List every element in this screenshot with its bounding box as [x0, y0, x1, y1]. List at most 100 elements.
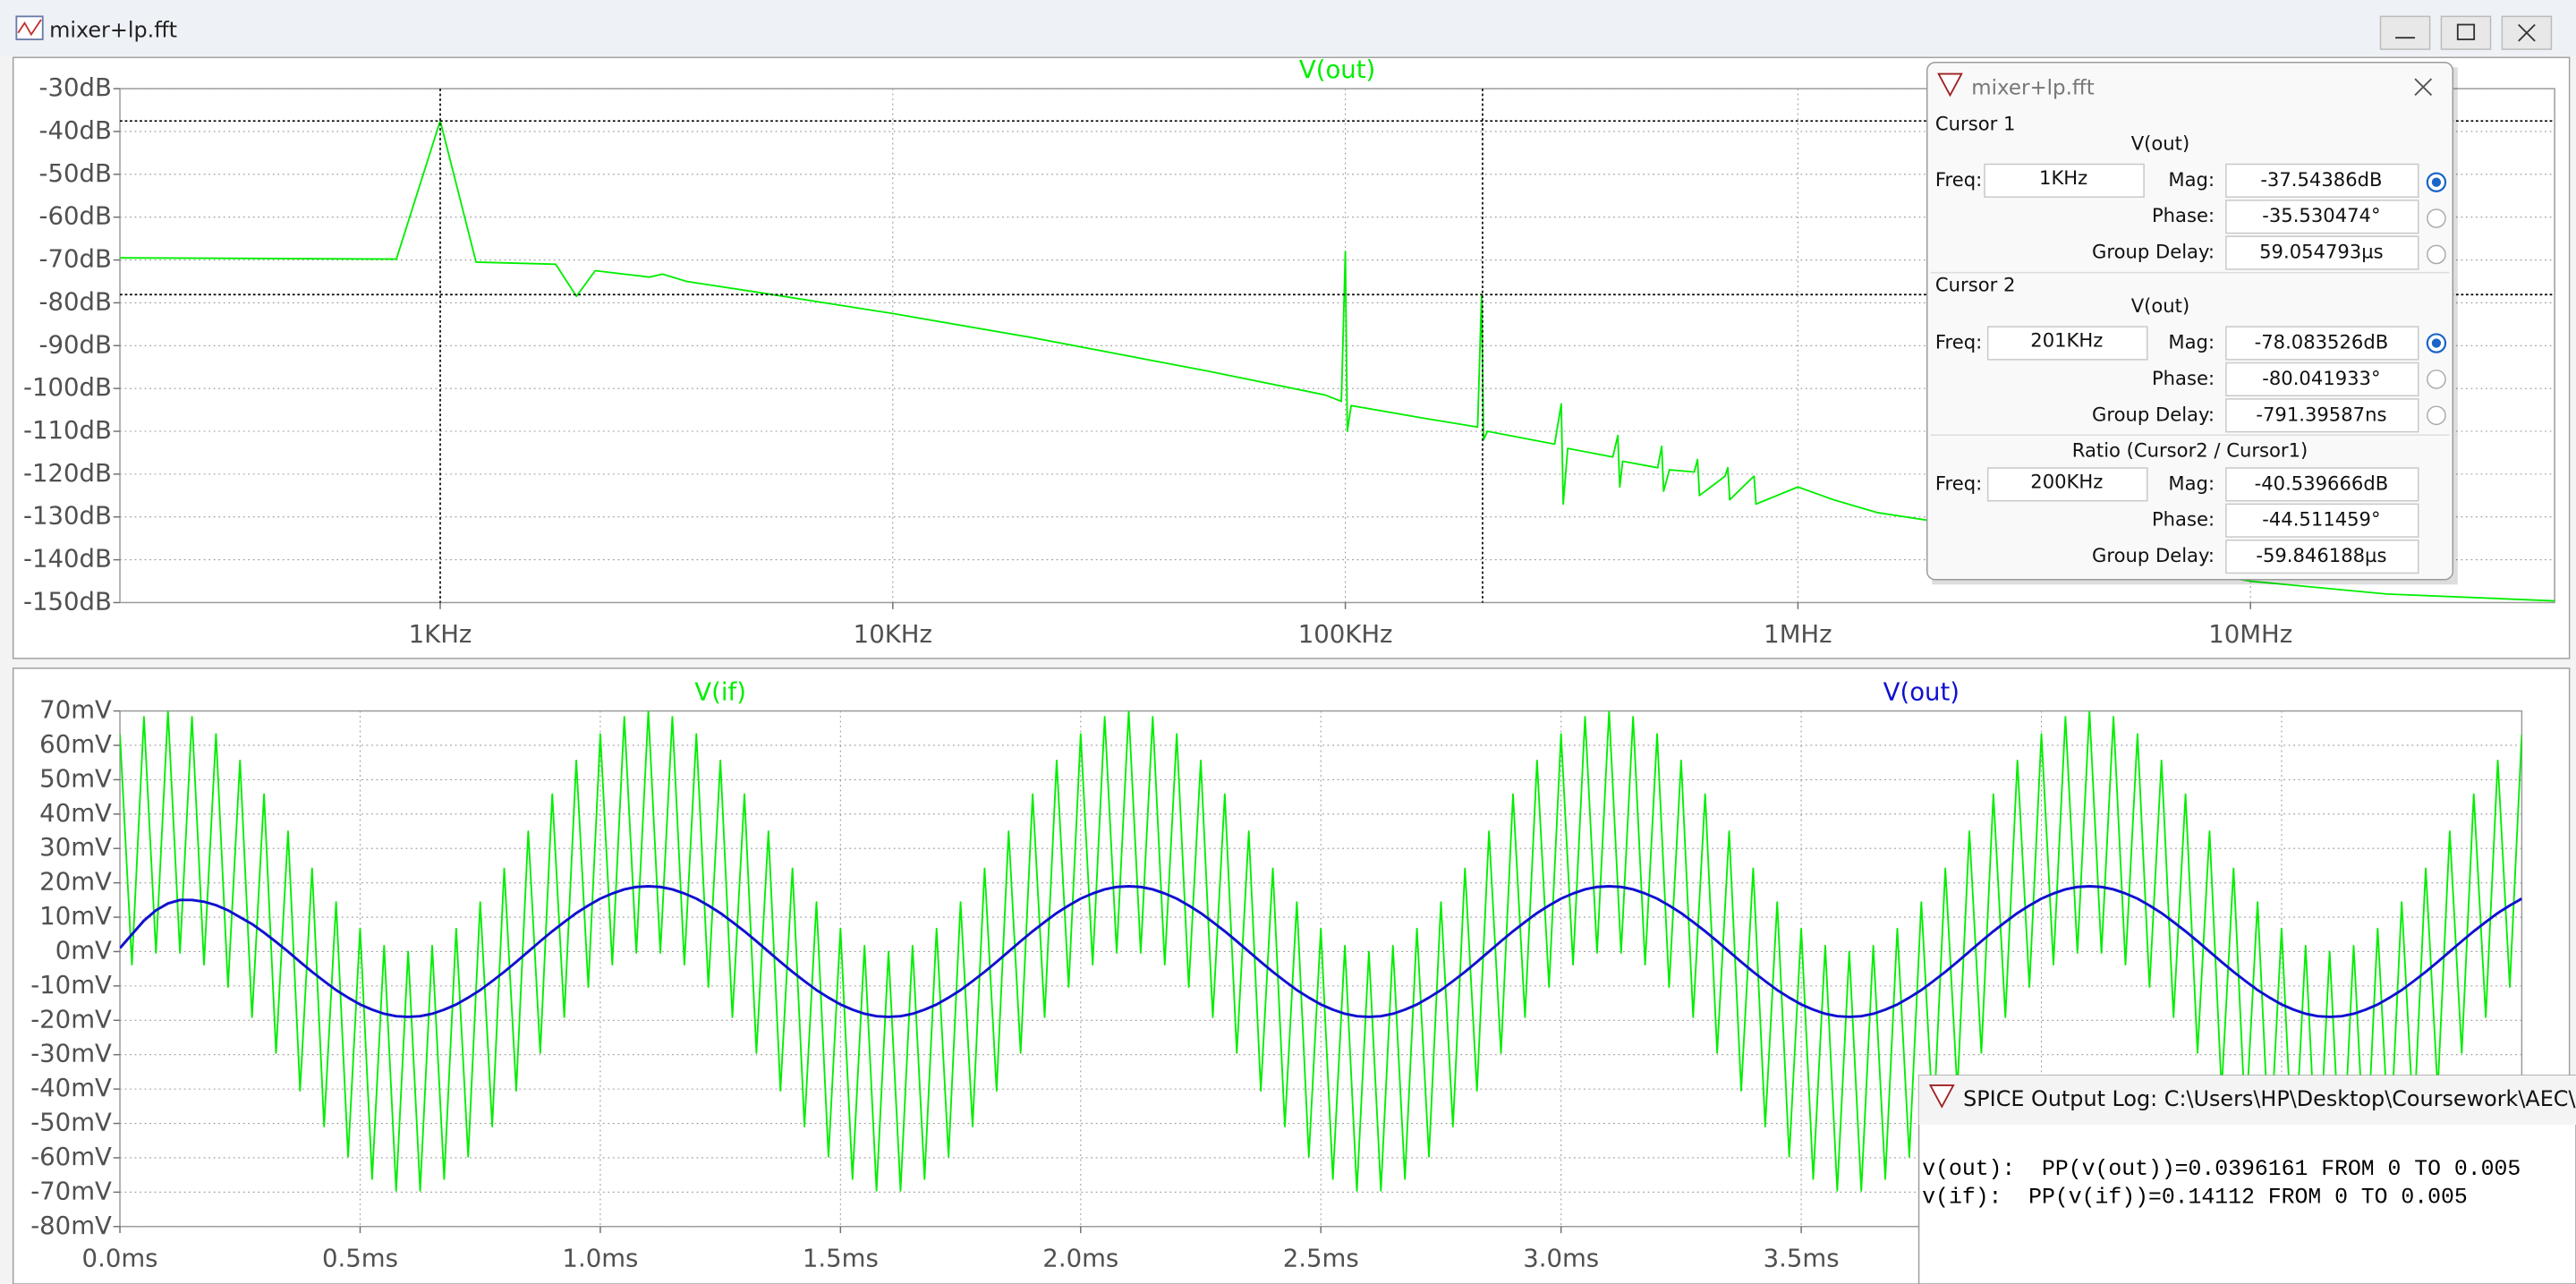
log-line: v(out): PP(v(out))=0.0396161 FROM 0 TO 0… [1922, 1157, 2521, 1182]
y-tick-label: -40mV [30, 1074, 112, 1102]
value-box [2225, 200, 2419, 234]
field-label: Freq: [1935, 472, 1982, 494]
field-label: Group Delay: [2092, 241, 2215, 263]
field-label: Phase: [2152, 367, 2215, 389]
log-title: SPICE Output Log: C:\Users\HP\Desktop\Co… [1963, 1086, 2576, 1111]
x-tick-label: 0.5ms [322, 1244, 398, 1272]
title-bar [0, 0, 2576, 56]
y-tick-label: -100dB [23, 373, 112, 402]
window-title: mixer+lp.fft [49, 17, 177, 42]
y-tick-label: 60mV [39, 730, 112, 759]
y-tick-label: -80dB [39, 287, 112, 316]
freq-value: 200KHz [2030, 471, 2103, 493]
x-tick-label: 1.5ms [803, 1244, 879, 1272]
trace [120, 120, 2555, 602]
legend-entry: V(if) [694, 677, 746, 706]
app-icon [15, 15, 44, 40]
phase-value: -35.530474° [2262, 204, 2380, 226]
y-tick-label: -150dB [23, 587, 112, 616]
value-box [2225, 467, 2419, 502]
trace-name: V(out) [2131, 132, 2189, 154]
delay-value: -791.39587ns [2256, 403, 2386, 425]
y-tick-label: 30mV [39, 833, 112, 862]
y-tick-label: -90dB [39, 330, 112, 359]
x-tick-label: 100KHz [1298, 620, 1393, 649]
x-tick-label: 2.0ms [1042, 1244, 1118, 1272]
x-tick-label: 0.0ms [82, 1244, 158, 1272]
value-box [2225, 398, 2419, 433]
mag-value: -78.083526dB [2255, 331, 2389, 353]
field-label: Freq: [1935, 168, 1982, 191]
x-tick-label: 1KHz [409, 620, 472, 649]
trace [120, 710, 2522, 1192]
y-tick-label: 20mV [39, 868, 112, 897]
value-box [2225, 163, 2419, 198]
dialog-frame [1926, 61, 2454, 581]
section-label: Cursor 1 [1935, 112, 2015, 134]
y-tick-label: -50mV [30, 1109, 112, 1137]
delay-value: -59.846188µs [2256, 544, 2386, 566]
maximize-button[interactable] [2440, 15, 2492, 50]
close-button[interactable] [2501, 15, 2553, 50]
y-tick-label: -30dB [39, 73, 112, 102]
log-title-bar [1918, 1075, 2576, 1126]
y-tick-label: 10mV [39, 902, 112, 931]
y-tick-label: -60mV [30, 1143, 112, 1171]
legend-entry: V(out) [1299, 55, 1375, 84]
phase-value: -44.511459° [2262, 508, 2380, 531]
freq-box[interactable] [1986, 326, 2148, 361]
value-box [2225, 326, 2419, 361]
dialog-close[interactable] [2414, 78, 2433, 97]
value-box [2225, 361, 2419, 396]
x-tick-label: 2.5ms [1283, 1244, 1359, 1272]
field-label: Group Delay: [2092, 544, 2215, 566]
y-tick-label: -30mV [30, 1040, 112, 1068]
x-tick-label: 1MHz [1764, 620, 1832, 649]
y-tick-label: -110dB [23, 416, 112, 445]
x-tick-label: 3.0ms [1523, 1244, 1599, 1272]
field-label: Group Delay: [2092, 403, 2215, 425]
radio[interactable] [2427, 244, 2446, 265]
value-box [2225, 503, 2419, 538]
log-icon [1928, 1084, 1955, 1109]
field-label: Mag: [2168, 331, 2215, 353]
legend-entry: V(out) [1883, 677, 1960, 706]
field-label: Phase: [2152, 508, 2215, 531]
dialog-title: mixer+lp.fft [1971, 77, 2094, 100]
field-label: Freq: [1935, 331, 1982, 353]
mag-value: -37.54386dB [2260, 168, 2382, 191]
minimize-button[interactable] [2379, 15, 2431, 50]
y-tick-label: -60dB [39, 202, 112, 231]
radio[interactable] [2427, 405, 2446, 426]
freq-value: 201KHz [2030, 329, 2103, 352]
freq-box[interactable] [1984, 163, 2145, 198]
section-label: Ratio (Cursor2 / Cursor1) [2072, 439, 2308, 462]
y-tick-label: -80mV [30, 1212, 112, 1240]
section-label: Cursor 2 [1935, 273, 2015, 295]
phase-value: -80.041933° [2262, 367, 2380, 389]
mag-value: -40.539666dB [2255, 472, 2389, 494]
y-tick-label: -10mV [30, 971, 112, 999]
radio[interactable] [2427, 208, 2446, 228]
trace [120, 885, 2522, 1018]
radio-dot [2431, 177, 2442, 187]
y-tick-label: 0mV [55, 936, 112, 965]
delay-value: 59.054793µs [2259, 241, 2384, 263]
value-box [2225, 235, 2419, 270]
x-tick-label: 3.5ms [1764, 1244, 1840, 1272]
field-label: Mag: [2168, 472, 2215, 494]
radio[interactable] [2427, 370, 2446, 389]
field-label: Phase: [2152, 204, 2215, 226]
trace-name: V(out) [2131, 294, 2189, 317]
freq-value: 1KHz [2039, 166, 2087, 189]
y-tick-label: -120dB [23, 459, 112, 488]
dialog-icon [1937, 72, 1963, 98]
y-tick-label: -70dB [39, 245, 112, 274]
x-tick-label: 1.0ms [562, 1244, 638, 1272]
y-tick-label: -130dB [23, 502, 112, 531]
log-line: v(if): PP(v(if))=0.14112 FROM 0 TO 0.005 [1922, 1185, 2468, 1210]
y-tick-label: 50mV [39, 764, 112, 793]
field-label: Mag: [2168, 168, 2215, 191]
